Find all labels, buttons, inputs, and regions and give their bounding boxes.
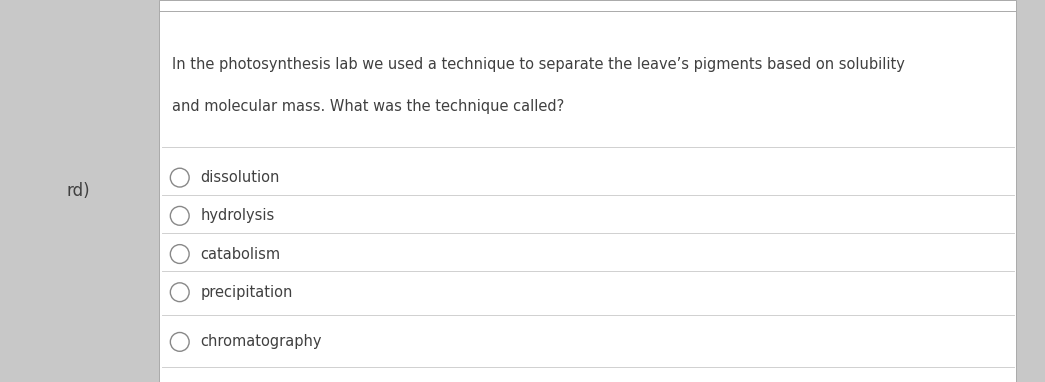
Text: chromatography: chromatography: [201, 334, 322, 350]
FancyBboxPatch shape: [159, 0, 1016, 382]
Text: rd): rd): [67, 182, 90, 200]
Text: In the photosynthesis lab we used a technique to separate the leave’s pigments b: In the photosynthesis lab we used a tech…: [172, 57, 905, 73]
Text: hydrolysis: hydrolysis: [201, 208, 275, 223]
Text: dissolution: dissolution: [201, 170, 280, 185]
Text: and molecular mass. What was the technique called?: and molecular mass. What was the techniq…: [172, 99, 564, 115]
Text: catabolism: catabolism: [201, 246, 281, 262]
Text: precipitation: precipitation: [201, 285, 293, 300]
